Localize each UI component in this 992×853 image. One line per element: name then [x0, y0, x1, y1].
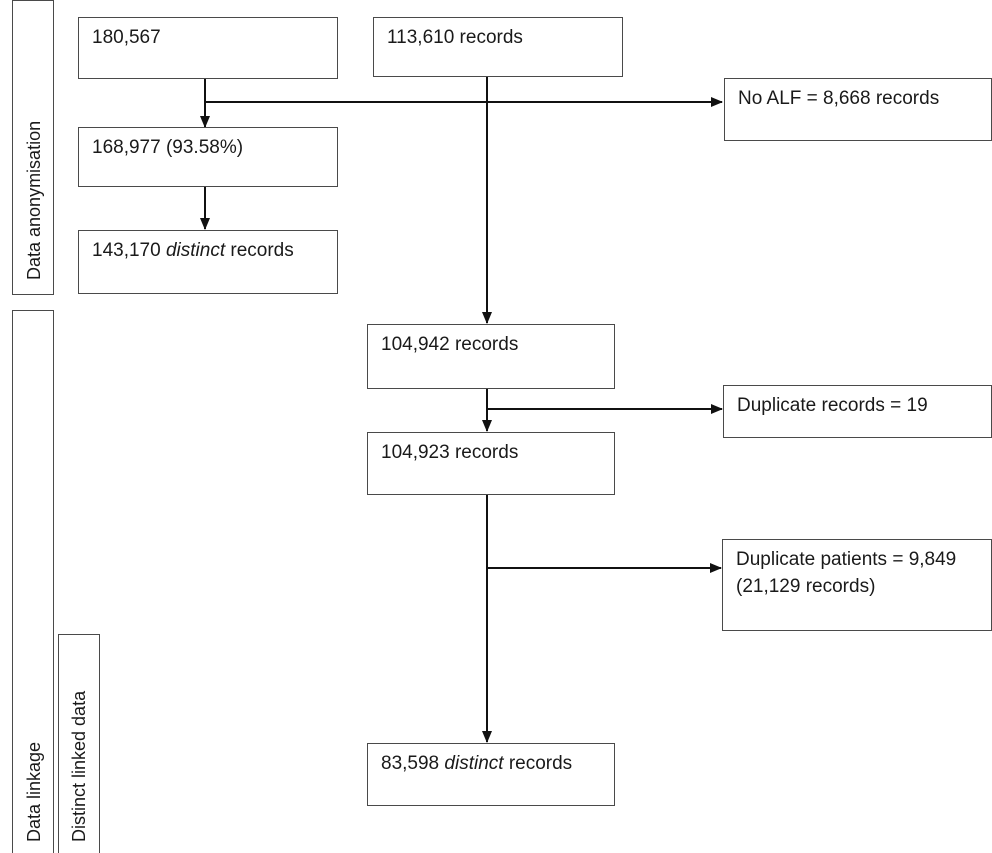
- box-duplicate-records-text: Duplicate records = 19: [737, 395, 928, 416]
- section-bar-anonymisation: [12, 0, 54, 295]
- section-bar-linkage: [12, 310, 54, 853]
- box-83598-text: 83,598 distinct records: [381, 750, 604, 777]
- box-104923-text: 104,923 records: [381, 442, 519, 463]
- box-duplicate-patients: Duplicate patients = 9,849 (21,129 recor…: [722, 539, 992, 631]
- box-113610-text: 113,610 records: [387, 27, 523, 48]
- box-180567-text: 180,567: [92, 27, 161, 48]
- box-duplicate-records: Duplicate records = 19: [723, 385, 992, 438]
- section-bar-distinct: [58, 634, 100, 853]
- box-duplicate-patients-line2: (21,129 records): [736, 576, 876, 597]
- box-180567: 180,567: [78, 17, 338, 79]
- box-143170-distinct: 143,170 distinct records: [78, 230, 338, 294]
- box-104942-records: 104,942 records: [367, 324, 615, 389]
- box-168977-text: 168,977 (93.58%): [92, 137, 244, 158]
- box-104923-records: 104,923 records: [367, 432, 615, 495]
- box-104942-text: 104,942 records: [381, 334, 519, 355]
- box-143170-italic: distinct: [165, 240, 226, 261]
- box-113610-records: 113,610 records: [373, 17, 623, 77]
- box-83598-distinct: 83,598 distinct records: [367, 743, 615, 806]
- box-duplicate-patients-line1: Duplicate patients = 9,849: [736, 549, 957, 570]
- box-83598-number: 83,598: [381, 753, 445, 774]
- box-83598-suffix: records: [503, 753, 573, 774]
- box-143170-suffix: records: [225, 240, 294, 261]
- box-143170-number: 143,170: [92, 240, 166, 261]
- box-83598-italic: distinct: [444, 753, 504, 774]
- box-no-alf-text: No ALF = 8,668 records: [738, 88, 940, 109]
- box-no-alf: No ALF = 8,668 records: [724, 78, 992, 141]
- box-168977: 168,977 (93.58%): [78, 127, 338, 187]
- box-143170-text: 143,170 distinct records: [92, 237, 327, 264]
